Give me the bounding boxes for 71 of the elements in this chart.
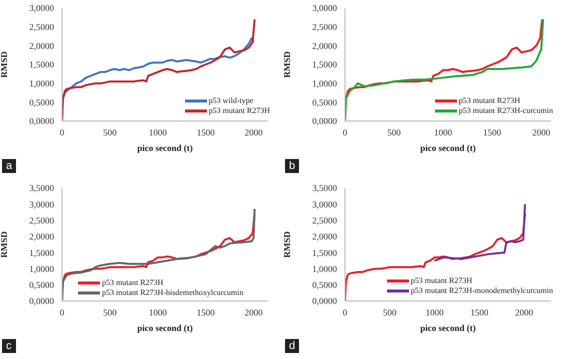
legend-label: p53 mutant R273H [410,276,472,286]
y-tick-label: 1,5000 [29,60,54,70]
text: c [2,339,16,353]
y-tick-label: 1,0000 [312,264,338,274]
y-axis-title: RMSD [0,230,10,258]
y-tick-label: 0,0000 [312,116,338,126]
y-tick-label: 0,0000 [29,296,54,306]
x-axis-title: pico second (t) [137,143,193,153]
y-tick-label: 0,0000 [29,116,54,126]
y-tick-label: 2,5000 [312,22,338,32]
y-tick-label: 1,0000 [312,78,338,89]
legend-label: p53 mutant R273H-monodemethylcurcumin [410,286,553,296]
x-tick-label: 2000 [532,127,551,138]
x-tick-label: 500 [103,307,118,318]
x-tick-label: 1500 [470,307,489,318]
y-tick-label: 2,0000 [29,40,54,51]
y-tick-label: 1,0000 [29,78,54,89]
y-tick-label: 1,5000 [312,248,338,258]
legend-label: p53 mutant R273H [102,278,164,288]
y-tick-label: 2,5000 [29,215,54,226]
x-tick-label: 2000 [244,127,264,138]
x-tick-label: 0 [60,307,65,318]
line-series [434,203,526,262]
y-tick-label: 0,5000 [312,97,338,108]
y-tick-label: 0,5000 [29,280,54,290]
y-tick-label: 3,0000 [312,3,338,14]
x-tick-label: 1000 [434,127,453,138]
x-tick-label: 1500 [196,307,216,318]
y-tick-label: 1,5000 [29,248,54,258]
x-tick-label: 500 [383,307,398,318]
y-tick-label: 3,5000 [312,183,338,194]
y-axis-title: RMSD [282,50,292,78]
x-tick-label: 500 [103,127,118,138]
x-tick-label: 500 [387,127,402,138]
x-tick-label: 1500 [483,127,502,138]
x-tick-label: 1000 [148,127,168,138]
legend-label: p53 mutant R273H [458,96,520,106]
x-tick-label: 2000 [515,307,534,318]
text: d [285,339,300,353]
y-tick-label: 1,0000 [29,264,54,274]
legend-label: p53 wild-type [208,96,254,106]
y-tick-label: 2,5000 [29,22,54,32]
legend-label: p53 mutant R273H-bisdemethoxylcurcumin [102,288,244,298]
text: a [2,159,16,173]
y-axis-title: RMSD [0,50,10,78]
x-tick-label: 2000 [244,307,264,318]
y-tick-label: 3,0000 [29,3,54,14]
y-axis-title: RMSD [282,230,292,258]
x-tick-label: 0 [60,127,65,138]
x-tick-label: 0 [342,127,348,138]
y-tick-label: 2,5000 [312,215,338,226]
y-tick-label: 0,5000 [312,280,338,290]
x-axis-title: pico second (t) [137,323,193,333]
y-tick-label: 3,5000 [29,183,54,194]
x-tick-label: 1500 [196,127,216,138]
y-tick-label: 0,0000 [312,296,338,306]
x-axis-title: pico second (t) [420,143,476,153]
y-tick-label: 3,0000 [29,199,54,210]
y-tick-label: 0,5000 [29,97,54,108]
y-tick-label: 2,0000 [29,232,54,242]
x-axis-title: pico second (t) [420,323,476,333]
legend-label: p53 mutant R273H [208,106,270,116]
x-tick-label: 0 [342,307,348,318]
y-tick-label: 1,5000 [312,60,338,70]
x-tick-label: 1000 [148,307,168,318]
x-tick-label: 1000 [426,307,444,318]
text: b [285,159,300,173]
y-tick-label: 2,0000 [312,232,338,242]
y-tick-label: 2,0000 [312,40,338,51]
legend-label: p53 mutant R273H-curcumin [458,106,553,116]
y-tick-label: 3,0000 [312,199,338,210]
